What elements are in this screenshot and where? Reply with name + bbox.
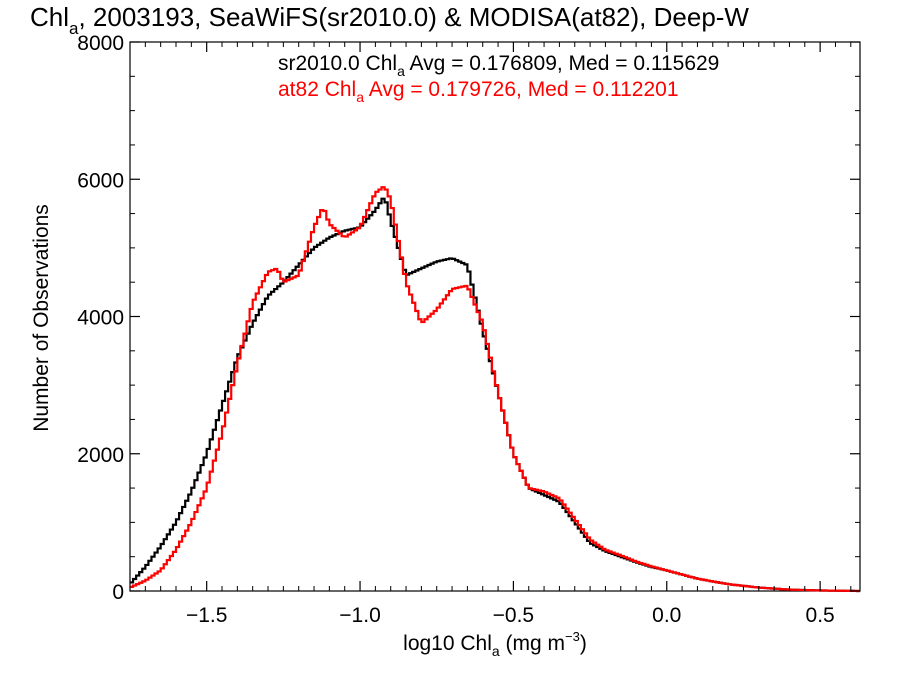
y-tick-label: 0 [112,581,124,604]
y-tick-label: 8000 [77,32,124,55]
x-tick-label: 0.5 [806,604,835,627]
tick-layer: 0 2000 4000 6000 8000 −1.5 −1.0 −0.5 0.0 0.5 [77,32,860,627]
chart-title: Chla, 2003193, SeaWiFS(sr2010.0) & MODIS… [30,2,749,38]
x-tick-label: −1.0 [339,604,380,627]
y-tick-label: 6000 [77,169,124,192]
annotation-sr2010: sr2010.0 Chla Avg = 0.176809, Med = 0.11… [278,52,719,79]
x-tick-label: −1.5 [186,604,227,627]
y-axis-label: Number of Observations [30,204,53,432]
y-tick-label: 2000 [77,444,124,467]
y-tick-label: 4000 [77,307,124,330]
x-tick-label: −0.5 [493,604,534,627]
x-tick-label: 0.0 [652,604,681,627]
series-layer [130,186,860,593]
plot-frame [129,41,861,592]
x-axis-label: log10 Chla (mg m−3) [403,629,587,659]
series-sr2010-line [130,197,860,593]
annotation-at82: at82 Chla Avg = 0.179726, Med = 0.112201 [278,78,679,105]
plot-area [129,41,861,592]
series-at82-line [130,186,860,593]
